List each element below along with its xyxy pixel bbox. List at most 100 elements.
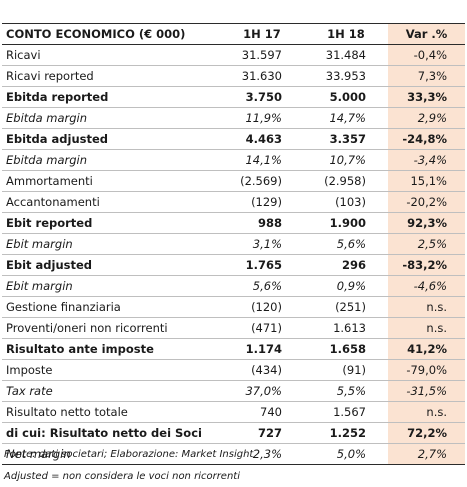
table-row: Ammortamenti (2.569) (2.958) 15,1% [2,170,465,192]
row-label: Ebit margin [2,275,220,297]
header-var: Var .% [388,23,465,45]
value-var: -79,0% [388,359,465,381]
value-1h17: 37,0% [220,380,304,402]
value-1h17: 2,3% [220,443,304,465]
table-row: Risultato ante imposte 1.174 1.658 41,2% [2,338,465,360]
row-label: Ebit reported [2,212,220,234]
value-1h18: 10,7% [304,149,388,171]
value-var: -4,6% [388,275,465,297]
value-var: -31,5% [388,380,465,402]
table-row: Imposte (434) (91) -79,0% [2,359,465,381]
value-1h18: 1.613 [304,317,388,339]
table-row: Ebit margin 5,6% 0,9% -4,6% [2,275,465,297]
table-row: Proventi/oneri non ricorrenti (471) 1.613 n… [2,317,465,339]
row-label: Net margin [2,443,220,465]
value-var: 15,1% [388,170,465,192]
value-1h17: (471) [220,317,304,339]
value-var: -20,2% [388,191,465,213]
value-1h17: 3,1% [220,233,304,255]
value-var: 33,3% [388,86,465,108]
value-1h17: 31.597 [220,44,304,66]
value-var: -3,4% [388,149,465,171]
table-row: Ebit adjusted 1.765 296 -83,2% [2,254,465,276]
value-1h17: 1.174 [220,338,304,360]
value-1h18: 3.357 [304,128,388,150]
value-1h17: 3.750 [220,86,304,108]
table-row: Ebitda reported 3.750 5.000 33,3% [2,86,465,108]
table-row: Ebitda margin 14,1% 10,7% -3,4% [2,149,465,171]
value-var: -83,2% [388,254,465,276]
value-var: 2,7% [388,443,465,465]
table-header-row: CONTO ECONOMICO (€ 000) 1H 17 1H 18 Var … [2,23,465,45]
row-label: Imposte [2,359,220,381]
row-label: Ebit margin [2,233,220,255]
row-label: Proventi/oneri non ricorrenti [2,317,220,339]
table-row: Ricavi 31.597 31.484 -0,4% [2,44,465,66]
value-1h17: 5,6% [220,275,304,297]
value-1h17: (434) [220,359,304,381]
value-1h17: 11,9% [220,107,304,129]
value-1h17: 1.765 [220,254,304,276]
row-label: Ebitda adjusted [2,128,220,150]
value-var: -0,4% [388,44,465,66]
value-var: 2,9% [388,107,465,129]
value-var: 72,2% [388,422,465,444]
value-var: n.s. [388,296,465,318]
value-1h18: (91) [304,359,388,381]
value-1h17: 727 [220,422,304,444]
row-label: Risultato netto totale [2,401,220,423]
row-label: Ebitda margin [2,107,220,129]
value-var: n.s. [388,401,465,423]
value-1h18: (2.958) [304,170,388,192]
row-label: Ebitda reported [2,86,220,108]
row-label: Risultato ante imposte [2,338,220,360]
value-1h17: 31.630 [220,65,304,87]
value-1h17: (129) [220,191,304,213]
value-1h18: 1.252 [304,422,388,444]
value-1h18: 31.484 [304,44,388,66]
row-label: Accantonamenti [2,191,220,213]
table-row: Accantonamenti (129) (103) -20,2% [2,191,465,213]
source-note: Fonte: dati societari; Elaborazione: Mar… [4,449,254,460]
table-row: Tax rate 37,0% 5,5% -31,5% [2,380,465,402]
adjusted-note: Adjusted = non considera le voci non ric… [4,471,240,482]
value-1h18: 5.000 [304,86,388,108]
value-1h18: 0,9% [304,275,388,297]
value-1h17: 4.463 [220,128,304,150]
value-var: -24,8% [388,128,465,150]
row-label: Ricavi reported [2,65,220,87]
row-label: Gestione finanziaria [2,296,220,318]
row-label: Ebitda margin [2,149,220,171]
value-1h17: 988 [220,212,304,234]
table-row: Net margin 2,3% 5,0% 2,7% [2,443,465,465]
row-label: di cui: Risultato netto dei Soci [2,422,220,444]
value-1h18: 14,7% [304,107,388,129]
header-label: CONTO ECONOMICO (€ 000) [2,23,220,45]
value-var: n.s. [388,317,465,339]
value-var: 41,2% [388,338,465,360]
table-row: Ebitda adjusted 4.463 3.357 -24,8% [2,128,465,150]
row-label: Ricavi [2,44,220,66]
table-row: Ebitda margin 11,9% 14,7% 2,9% [2,107,465,129]
header-1h17: 1H 17 [220,23,304,45]
value-1h17: (120) [220,296,304,318]
table-row: Ricavi reported 31.630 33.953 7,3% [2,65,465,87]
value-var: 2,5% [388,233,465,255]
value-var: 7,3% [388,65,465,87]
value-1h18: 296 [304,254,388,276]
income-statement-table: CONTO ECONOMICO (€ 000) 1H 17 1H 18 Var … [2,23,465,465]
value-1h18: 33.953 [304,65,388,87]
value-1h18: 5,5% [304,380,388,402]
table-row: Risultato netto totale 740 1.567 n.s. [2,401,465,423]
table-row: Gestione finanziaria (120) (251) n.s. [2,296,465,318]
row-label: Ebit adjusted [2,254,220,276]
value-1h18: 5,6% [304,233,388,255]
table-row: Ebit reported 988 1.900 92,3% [2,212,465,234]
value-1h17: (2.569) [220,170,304,192]
value-1h18: (251) [304,296,388,318]
table-row: Ebit margin 3,1% 5,6% 2,5% [2,233,465,255]
value-1h18: 1.658 [304,338,388,360]
value-1h17: 14,1% [220,149,304,171]
row-label: Ammortamenti [2,170,220,192]
value-1h17: 740 [220,401,304,423]
